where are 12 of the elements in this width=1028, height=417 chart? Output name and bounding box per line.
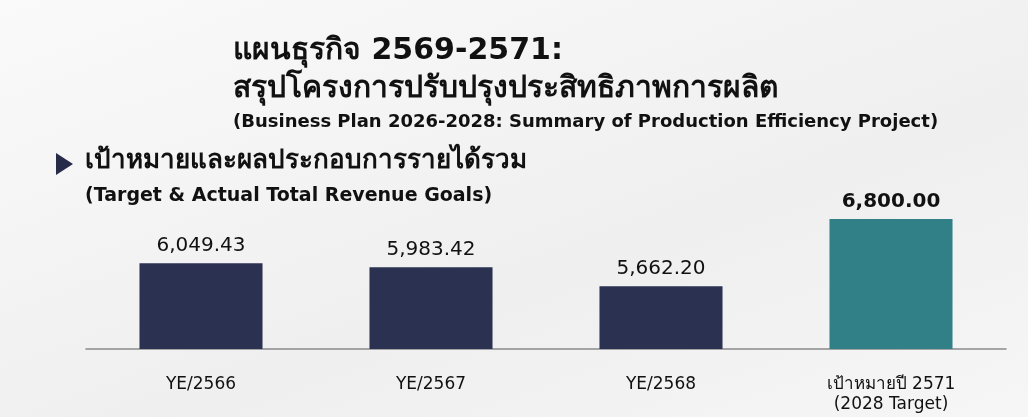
data-label: 5,662.20	[616, 255, 706, 280]
text: เป้าหมายและผลประกอบการรายได้รวม	[85, 143, 527, 174]
data-label: 6,049.43	[156, 232, 246, 257]
x-tick-label: YE/2566	[164, 373, 237, 393]
text: (Target & Actual Total Revenue Goals)	[85, 182, 493, 205]
data-label: 5,983.42	[386, 236, 476, 261]
x-tick-label: เป้าหมายปี 2571 (2028 Target)	[826, 373, 956, 413]
data-label: 6,800.00	[841, 188, 941, 212]
x-tick-label: YE/2567	[394, 373, 467, 393]
x-tick-label: YE/2568	[624, 373, 697, 393]
chart-subtitle: (Business Plan 2026-2028: Summary of Production Efficiency Project)	[233, 109, 939, 131]
chart-title: แผนธุรกิจ 2569-2571: สรุปโครงการปรับปรุงประสิทธิภาพการผลิต	[233, 30, 778, 106]
